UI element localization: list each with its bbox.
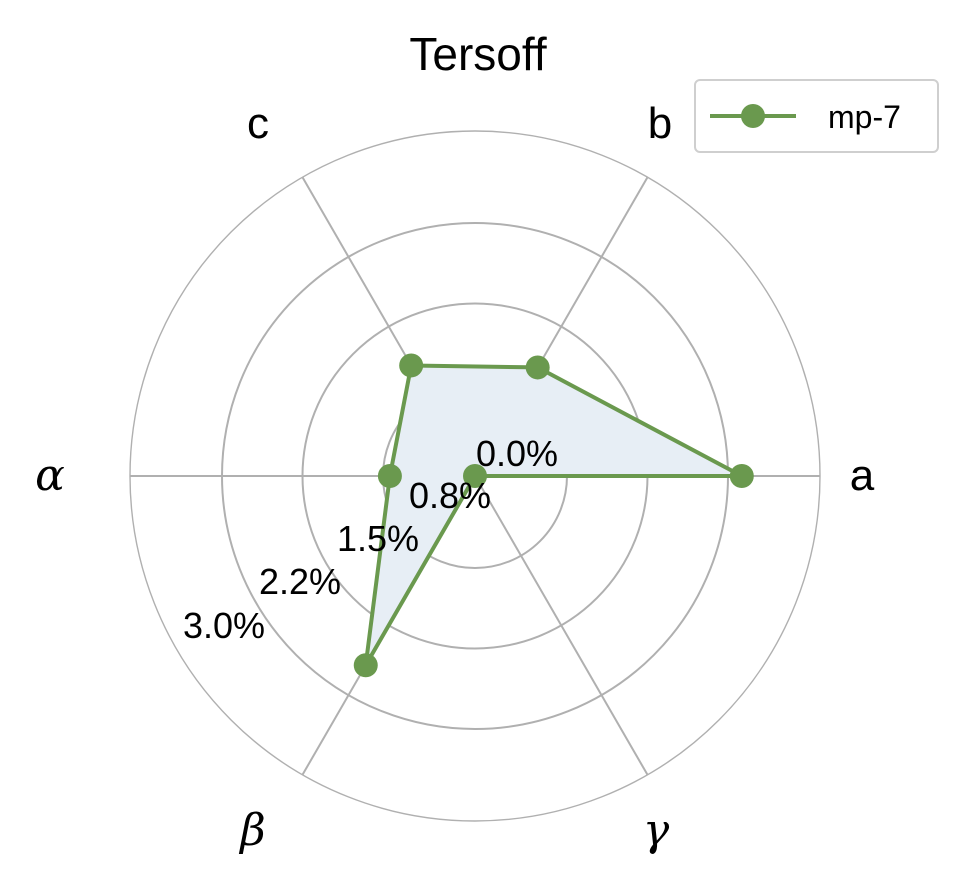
axis-labels: 0.0%0.8%1.5%2.2%3.0% a b c α β γ [35,99,875,856]
data-point [377,464,402,488]
axis-label: β [238,805,265,856]
axis-label: γ [643,805,670,856]
data-point [525,355,550,380]
axis-label: b [648,99,672,148]
axis-label: c [247,99,269,148]
data-point [353,653,378,678]
axis-label: a [850,451,875,500]
legend-marker [741,104,765,128]
grid-spoke [474,475,649,776]
chart-title: Tersoff [409,28,546,80]
radial-tick-label: 0.8% [409,475,491,516]
radial-tick-label: 3.0% [183,605,265,646]
radial-tick-label: 0.0% [476,433,558,474]
data-layer [353,353,754,678]
series-fill [365,365,742,666]
data-point [463,464,487,488]
legend-frame [694,79,939,153]
radial-tick-label: 1.5% [337,518,419,559]
legend-label: mp-7 [828,99,901,135]
data-point [399,353,424,378]
axis-label: α [35,450,65,501]
radial-tick-label: 2.2% [259,561,341,602]
legend: mp-7 [694,79,939,153]
data-point [729,464,754,488]
